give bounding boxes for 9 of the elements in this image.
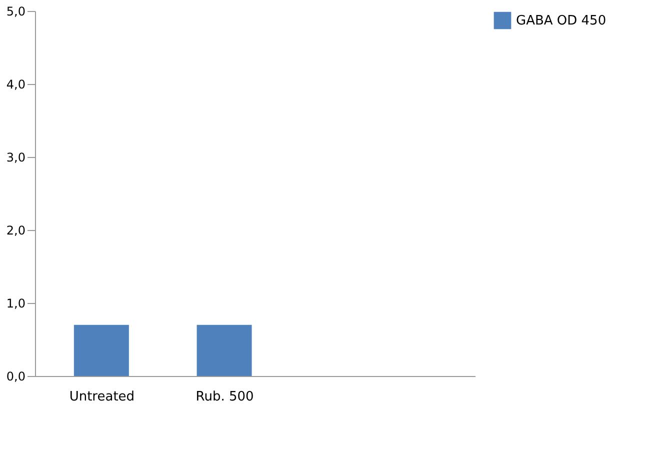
legend-label: GABA OD 450	[516, 14, 606, 28]
y-tick-label: 0,0	[6, 370, 26, 384]
y-tick-label: 2,0	[6, 224, 26, 238]
x-tick-label: Rub. 500	[196, 390, 254, 404]
x-tick-label: Untreated	[69, 390, 135, 404]
y-tick-label: 1,0	[6, 296, 26, 310]
y-tick-label: 4,0	[6, 78, 26, 92]
y-tick-label: 3,0	[6, 150, 26, 164]
y-tick-label: 5,0	[6, 4, 26, 18]
